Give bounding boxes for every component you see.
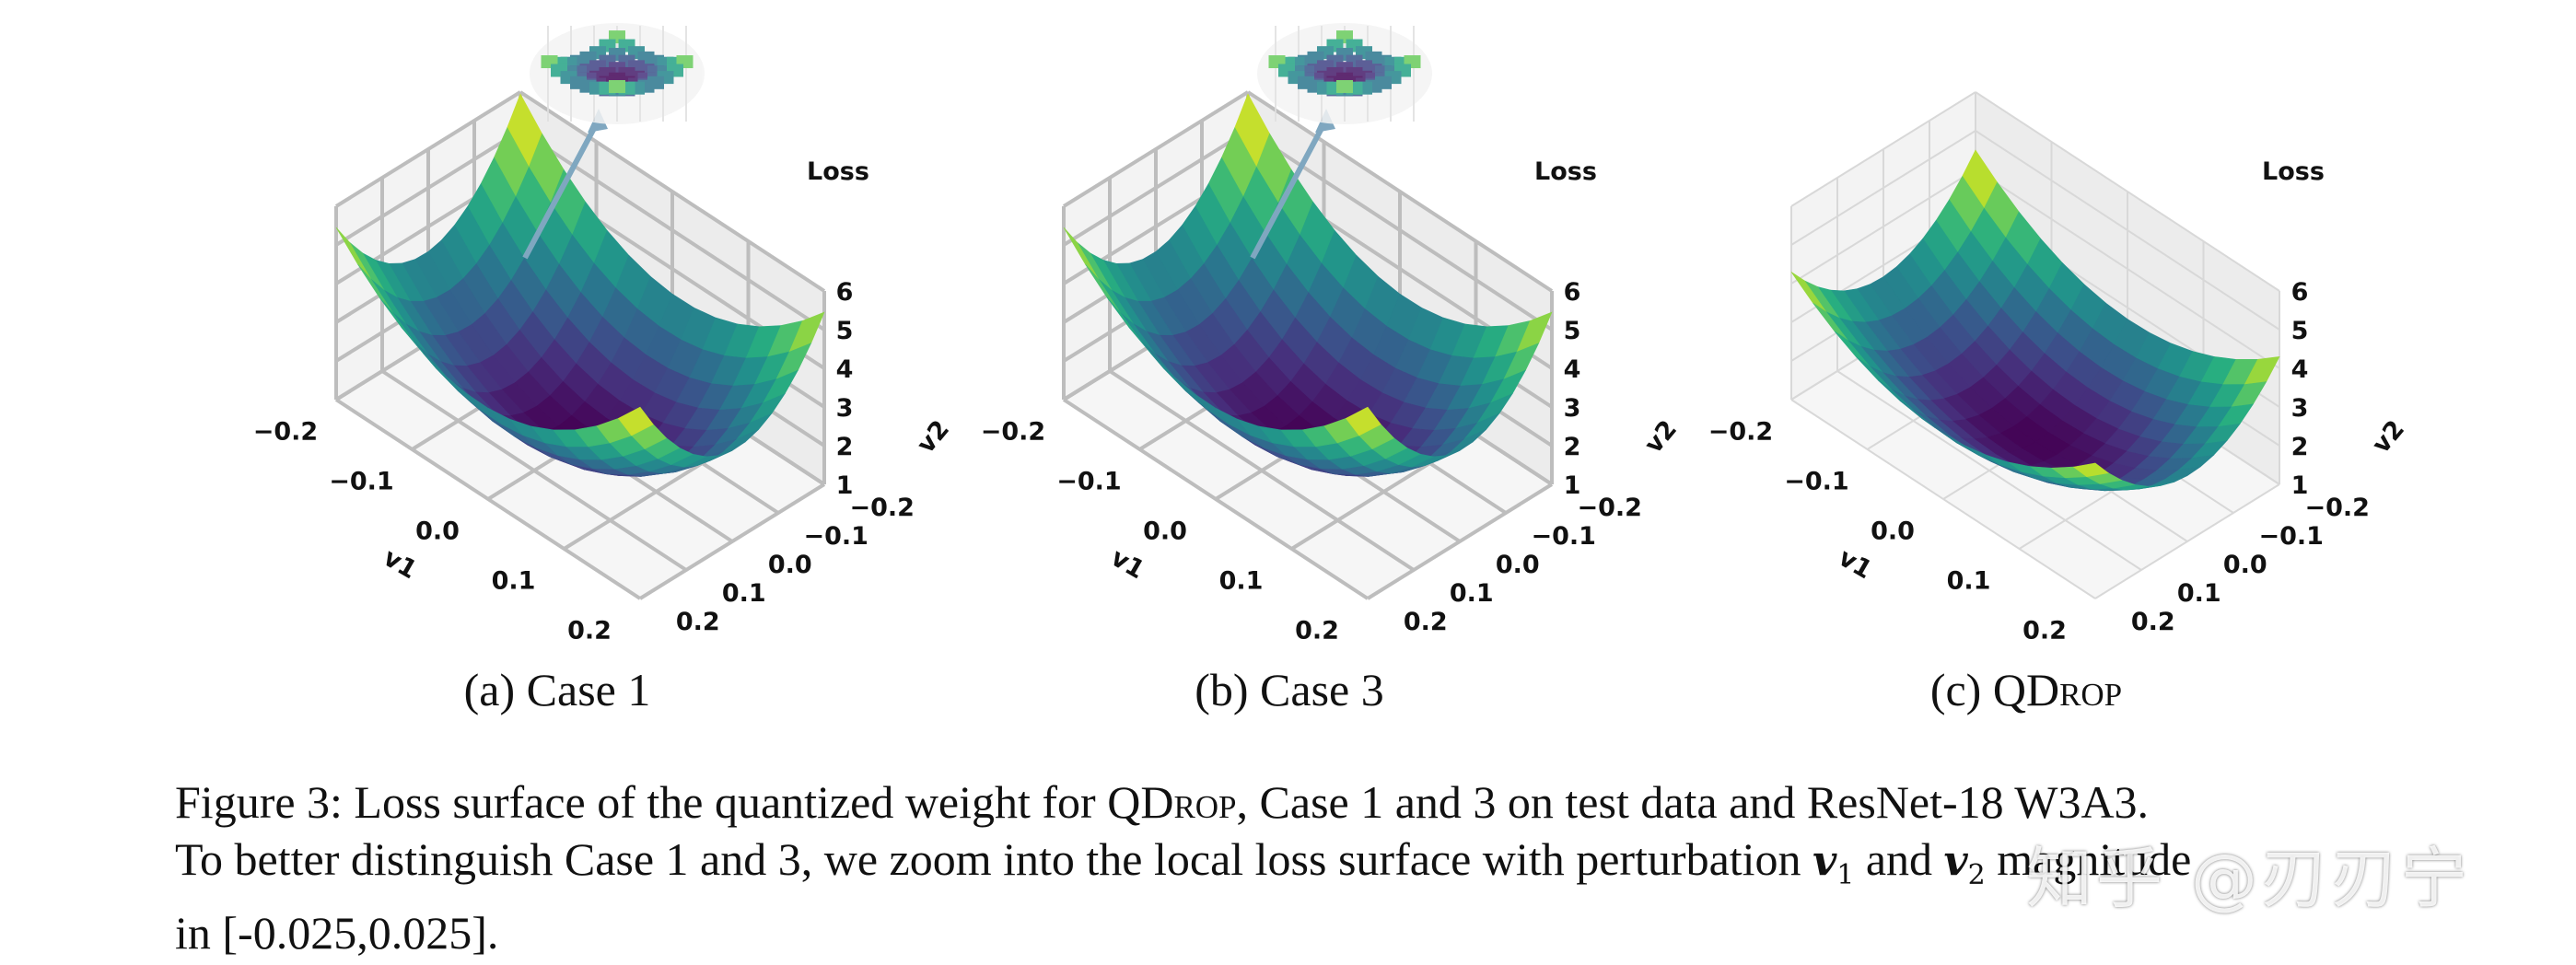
panel-case1: −0.2 −0.1 0.0 0.1 0.2 −0.2 −0.1 0.0 0.1 0.2 1 2 3 4 5 6… (212, 18, 1004, 663)
x-tick-label: −0.2 (981, 418, 1045, 447)
x-tick-label: −0.1 (1056, 468, 1121, 496)
x-tick-label: 0.1 (1947, 567, 1991, 596)
z-tick-label: 3 (2291, 394, 2309, 423)
z-tick-label: 4 (1564, 355, 1581, 384)
z-tick-label: 6 (1564, 278, 1581, 307)
y-tick-label: 0.2 (676, 608, 720, 636)
y-tick-label: −0.2 (1578, 494, 1642, 522)
z-tick-label: 5 (2291, 317, 2309, 345)
y-tick-label: −0.1 (1532, 522, 1596, 551)
x-tick-label: −0.2 (253, 418, 318, 447)
surface-patch (617, 406, 654, 436)
surface-patch (2072, 462, 2110, 478)
z-tick-label: 1 (1564, 471, 1581, 500)
figure-caption: Figure 3: Loss surface of the quantized … (175, 773, 2431, 961)
x-tick-label: −0.2 (1708, 418, 1773, 447)
y-tick-label: −0.1 (804, 522, 868, 551)
surface-patch (1345, 406, 1381, 436)
zhihu-watermark: 知乎 @刃刃宁 (2026, 840, 2471, 917)
x-tick-label: −0.1 (1784, 468, 1848, 496)
loss-surface (335, 93, 825, 477)
z-tick-label: 3 (1564, 394, 1581, 423)
z-axis-label: Loss (807, 157, 869, 186)
x-tick-label: −0.1 (329, 468, 393, 496)
x-tick-label: 0.1 (492, 567, 536, 596)
subcaption-qdrop: (c) QDrop (1929, 664, 2123, 715)
x-axis-label: v1 (379, 543, 422, 585)
y-tick-label: 0.0 (768, 551, 812, 579)
x-tick-label: 0.2 (2022, 617, 2067, 645)
x-tick-label: 0.0 (415, 517, 460, 546)
y-tick-label: 0.0 (2223, 551, 2267, 579)
z-tick-label: 3 (836, 394, 854, 423)
math-v1: v1 (1813, 836, 1855, 891)
x-axis-label: v1 (1834, 543, 1877, 585)
caption-line-3: in [-0.025,0.025]. (175, 907, 499, 959)
z-tick-label: 6 (2291, 278, 2309, 307)
surface-plot-case3: −0.2−0.10.00.10.2−0.2−0.10.00.10.2123456… (981, 23, 1683, 645)
y-tick-label: −0.2 (850, 494, 915, 522)
y-tick-label: 0.1 (722, 579, 766, 608)
caption-line-2: To better distinguish Case 1 and 3, we z… (175, 833, 2192, 891)
y-tick-label: 0.1 (1450, 579, 1494, 608)
z-tick-label: 4 (836, 355, 854, 384)
z-tick-label: 5 (836, 317, 854, 345)
loss-surface (1063, 93, 1553, 477)
z-tick-label: 5 (1564, 317, 1581, 345)
y-tick-label: 0.2 (2131, 608, 2175, 636)
z-tick-label: 1 (836, 471, 854, 500)
z-tick-label: 1 (2291, 471, 2309, 500)
y-tick-label: −0.2 (2305, 494, 2370, 522)
x-axis-label: v1 (1106, 543, 1149, 585)
subcaption-case3: (b) Case 3 (1195, 664, 1384, 715)
z-axis-label: Loss (2262, 157, 2325, 186)
surface-plot-qdrop: −0.2−0.10.00.10.2−0.2−0.10.00.10.2123456… (1708, 91, 2410, 645)
y-tick-label: 0.2 (1404, 608, 1448, 636)
caption-line-1: Figure 3: Loss surface of the quantized … (175, 776, 2150, 828)
z-tick-label: 2 (836, 433, 854, 461)
y-tick-label: −0.1 (2259, 522, 2324, 551)
x-tick-label: 0.2 (1295, 617, 1339, 645)
zoom-inset (530, 23, 705, 124)
y-tick-label: 0.0 (1496, 551, 1540, 579)
z-tick-label: 4 (2291, 355, 2309, 384)
x-tick-label: 0.0 (1871, 517, 1915, 546)
z-tick-label: 6 (836, 278, 854, 307)
zoom-inset (1257, 23, 1432, 124)
math-v2: v2 (1943, 836, 1986, 891)
panel-case3: −0.2 −0.1 0.0 0.1 0.2 −0.2 −0.1 0.0 0.1 0.2 1 2 3 4 5 6… (939, 18, 1731, 663)
surface-patch (1899, 400, 1935, 428)
subcaption-case1: (a) Case 1 (463, 664, 651, 715)
z-axis-label: Loss (1534, 157, 1597, 186)
panel-qdrop: −0.2 −0.1 0.0 0.1 0.2 −0.2 −0.1 0.0 0.1 0.2 1 2 3 4 5 6… (1667, 18, 2459, 663)
y-axis-label: v2 (2367, 415, 2410, 459)
x-tick-label: 0.2 (567, 617, 612, 645)
loss-surface (1790, 149, 2280, 492)
z-tick-label: 2 (2291, 433, 2309, 461)
y-tick-label: 0.1 (2177, 579, 2221, 608)
zoom-arrow (1250, 118, 1329, 260)
x-tick-label: 0.1 (1219, 567, 1264, 596)
zoom-arrow (522, 118, 601, 260)
z-tick-label: 2 (1564, 433, 1581, 461)
x-tick-label: 0.0 (1143, 517, 1187, 546)
surface-plot-case1: −0.2−0.10.00.10.2−0.2−0.10.00.10.2123456… (253, 23, 955, 645)
